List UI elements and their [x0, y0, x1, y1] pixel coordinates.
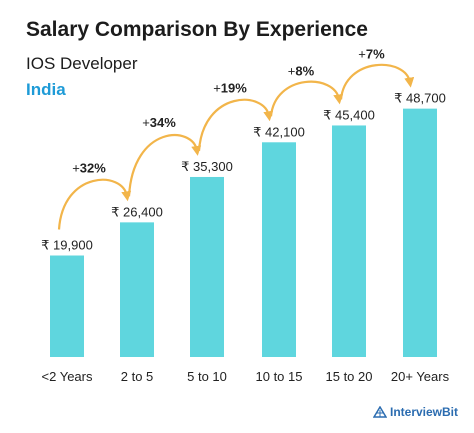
value-label-3: ₹ 42,100: [253, 124, 305, 139]
category-label-4: 15 to 20: [326, 369, 373, 384]
growth-label-0: +32%: [72, 160, 106, 175]
category-label-2: 5 to 10: [187, 369, 227, 384]
growth-arrow-1: [127, 133, 202, 197]
bar-3: [262, 142, 296, 357]
bar-1: [120, 222, 154, 357]
brand-logo: InterviewBit: [372, 405, 458, 419]
category-label-5: 20+ Years: [391, 369, 450, 384]
growth-label-1: +34%: [142, 115, 176, 130]
chart-region: India: [26, 80, 66, 99]
value-label-2: ₹ 35,300: [181, 159, 233, 174]
logo-text: InterviewBit: [389, 405, 458, 419]
value-label-4: ₹ 45,400: [323, 107, 375, 122]
bar-5: [403, 108, 437, 357]
growth-arrow-0: [57, 178, 132, 230]
category-label-1: 2 to 5: [121, 369, 154, 384]
growth-label-3: +8%: [288, 63, 315, 78]
growth-arrow-3: [269, 80, 344, 117]
growth-arrow-4: [339, 63, 415, 100]
value-label-0: ₹ 19,900: [41, 238, 93, 253]
bar-2: [190, 176, 224, 357]
growth-label-2: +19%: [213, 80, 247, 95]
category-label-3: 10 to 15: [256, 369, 303, 384]
value-label-1: ₹ 26,400: [111, 204, 163, 219]
growth-label-4: +7%: [358, 47, 385, 62]
bar-0: [50, 255, 84, 357]
logo-icon: [372, 406, 387, 418]
bar-4: [332, 125, 366, 358]
growth-arrow-2: [197, 98, 274, 152]
value-label-5: ₹ 48,700: [394, 91, 446, 106]
category-label-0: <2 Years: [42, 369, 93, 384]
chart-subtitle: IOS Developer: [26, 54, 138, 73]
chart-title: Salary Comparison By Experience: [26, 18, 368, 41]
